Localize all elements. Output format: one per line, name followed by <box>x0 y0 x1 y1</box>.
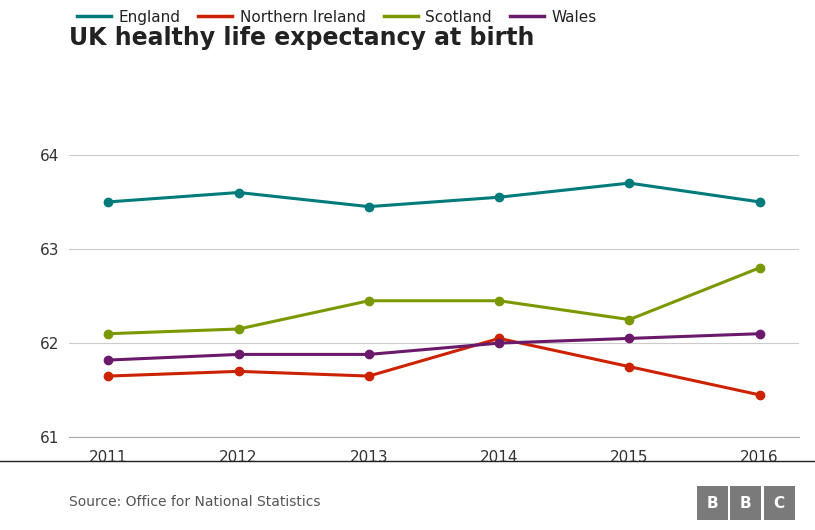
Line: Scotland: Scotland <box>104 263 764 338</box>
England <box>624 180 634 186</box>
Line: England: England <box>104 179 764 211</box>
Text: B: B <box>740 496 751 511</box>
Northern Ireland <box>755 392 764 398</box>
England <box>104 199 113 205</box>
England <box>494 194 504 200</box>
Legend: England, Northern Ireland, Scotland, Wales: England, Northern Ireland, Scotland, Wal… <box>77 10 597 25</box>
Northern Ireland <box>364 373 374 379</box>
England <box>364 204 374 210</box>
Northern Ireland <box>234 368 244 375</box>
Text: B: B <box>707 496 718 511</box>
Northern Ireland <box>494 335 504 342</box>
England <box>755 199 764 205</box>
Scotland <box>494 297 504 304</box>
Wales <box>234 351 244 358</box>
Wales <box>364 351 374 358</box>
Wales <box>755 331 764 337</box>
Scotland <box>755 264 764 271</box>
Text: C: C <box>773 496 785 511</box>
Scotland <box>624 316 634 323</box>
Scotland <box>104 331 113 337</box>
Wales <box>104 357 113 363</box>
Scotland <box>234 326 244 332</box>
Line: Wales: Wales <box>104 330 764 364</box>
Wales <box>624 335 634 342</box>
Wales <box>494 340 504 346</box>
Scotland <box>364 297 374 304</box>
Northern Ireland <box>624 364 634 370</box>
England <box>234 189 244 196</box>
Line: Northern Ireland: Northern Ireland <box>104 334 764 399</box>
Text: UK healthy life expectancy at birth: UK healthy life expectancy at birth <box>69 26 535 50</box>
Northern Ireland <box>104 373 113 379</box>
Text: Source: Office for National Statistics: Source: Office for National Statistics <box>69 495 321 509</box>
